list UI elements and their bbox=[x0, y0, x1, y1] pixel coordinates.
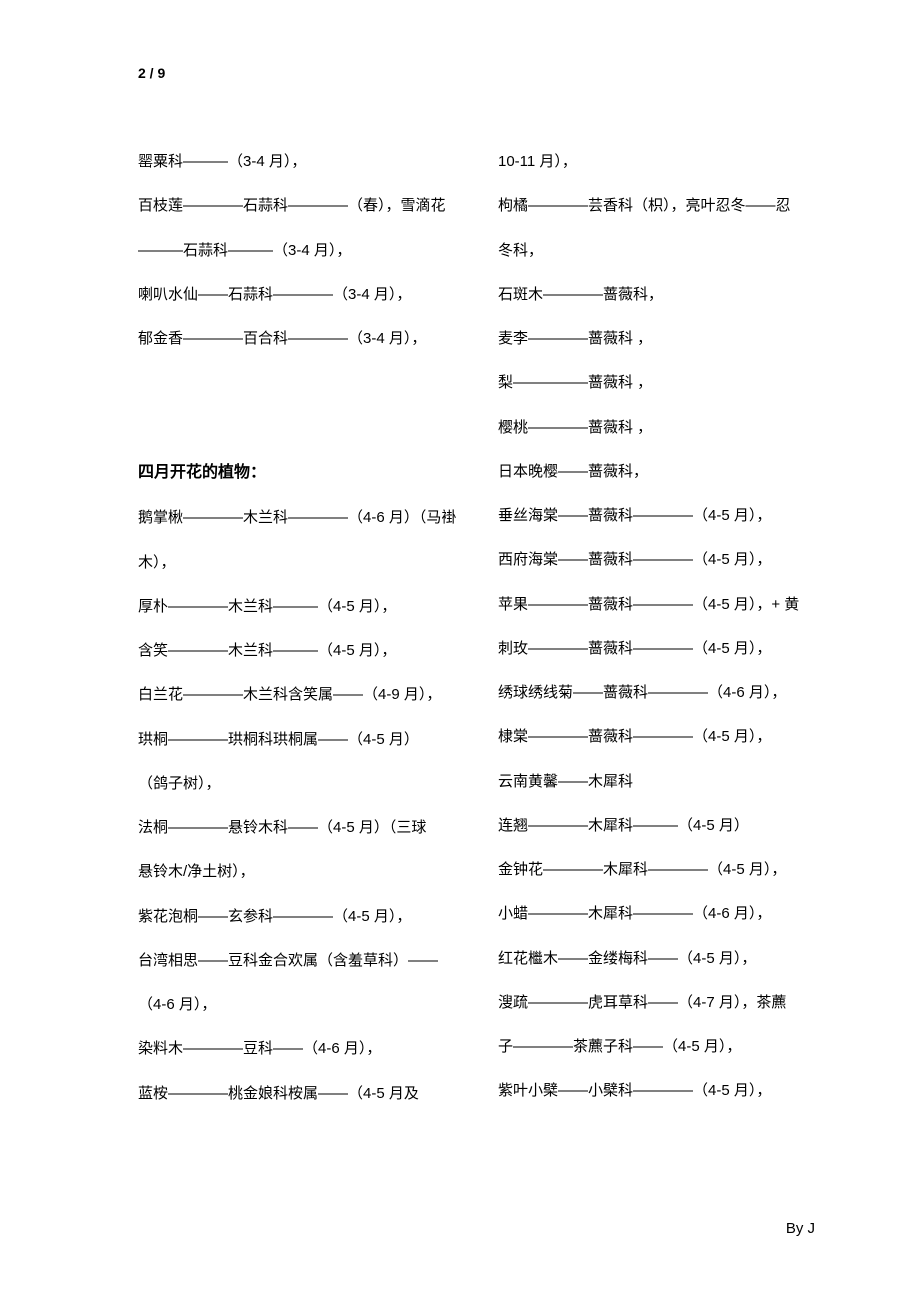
text-line: 麦李————蔷薇科 ， bbox=[498, 317, 818, 361]
right-column: 10-11 月）， 枸橘————芸香科（枳），亮叶忍冬——忍 冬科， 石斑木——… bbox=[498, 140, 818, 1116]
text-line: 厚朴————木兰科———（4-5 月）， bbox=[138, 585, 458, 629]
text-line: 金钟花————木犀科————（4-5 月）， bbox=[498, 848, 818, 892]
text-line: 红花檵木——金缕梅科——（4-5 月）， bbox=[498, 937, 818, 981]
text-line: 溲疏————虎耳草科——（4-7 月），茶藨 bbox=[498, 981, 818, 1025]
text-line: 鹅掌楸————木兰科————（4-6 月）（马褂 bbox=[138, 496, 458, 540]
section-heading: 四月开花的植物： bbox=[138, 449, 458, 496]
text-line: 郁金香————百合科————（3-4 月）， bbox=[138, 317, 458, 361]
text-line: 枸橘————芸香科（枳），亮叶忍冬——忍 bbox=[498, 184, 818, 228]
text-line: （鸽子树）， bbox=[138, 762, 458, 806]
text-line: 珙桐————珙桐科珙桐属——（4-5 月） bbox=[138, 718, 458, 762]
text-line: 棣棠————蔷薇科————（4-5 月）， bbox=[498, 715, 818, 759]
text-line: 白兰花————木兰科含笑属——（4-9 月）， bbox=[138, 673, 458, 717]
text-line: （4-6 月）， bbox=[138, 983, 458, 1027]
text-line: 台湾相思——豆科金合欢属（含羞草科）—— bbox=[138, 939, 458, 983]
text-line: 冬科， bbox=[498, 229, 818, 273]
text-line: 子————茶藨子科——（4-5 月）， bbox=[498, 1025, 818, 1069]
text-line: 西府海棠——蔷薇科————（4-5 月）， bbox=[498, 538, 818, 582]
text-line: 云南黄馨——木犀科 bbox=[498, 760, 818, 804]
text-line: 石斑木————蔷薇科， bbox=[498, 273, 818, 317]
text-line: 喇叭水仙——石蒜科————（3-4 月）， bbox=[138, 273, 458, 317]
text-line: 梨—————蔷薇科 ， bbox=[498, 361, 818, 405]
text-line: 垂丝海棠——蔷薇科————（4-5 月）， bbox=[498, 494, 818, 538]
text-line: 蓝桉————桃金娘科桉属——（4-5 月及 bbox=[138, 1072, 458, 1116]
text-line: ———石蒜科———（3-4 月）， bbox=[138, 229, 458, 273]
text-line: 10-11 月）， bbox=[498, 140, 818, 184]
text-line: 连翘————木犀科———（4-5 月） bbox=[498, 804, 818, 848]
text-line: 日本晚樱——蔷薇科， bbox=[498, 450, 818, 494]
text-line: 染料木————豆科——（4-6 月）， bbox=[138, 1027, 458, 1071]
text-line: 百枝莲————石蒜科————（春），雪滴花 bbox=[138, 184, 458, 228]
text-line: 法桐————悬铃木科——（4-5 月）（三球 bbox=[138, 806, 458, 850]
section-spacer bbox=[138, 361, 458, 449]
text-line: 紫花泡桐——玄参科————（4-5 月）， bbox=[138, 895, 458, 939]
page-number: 2 / 9 bbox=[138, 65, 165, 81]
text-line: 刺玫————蔷薇科————（4-5 月）， bbox=[498, 627, 818, 671]
text-line: 罂粟科———（3-4 月）， bbox=[138, 140, 458, 184]
text-line: 悬铃木/净土树）， bbox=[138, 850, 458, 894]
text-line: 绣球绣线菊——蔷薇科————（4-6 月）， bbox=[498, 671, 818, 715]
text-line: 樱桃————蔷薇科 ， bbox=[498, 406, 818, 450]
text-line: 含笑————木兰科———（4-5 月）， bbox=[138, 629, 458, 673]
text-line: 苹果————蔷薇科————（4-5 月），+ 黄 bbox=[498, 583, 818, 627]
document-content: 罂粟科———（3-4 月）， 百枝莲————石蒜科————（春），雪滴花 ———… bbox=[138, 140, 818, 1116]
text-line: 紫叶小檗——小檗科————（4-5 月）， bbox=[498, 1069, 818, 1113]
page-footer: By J bbox=[786, 1220, 815, 1237]
left-column: 罂粟科———（3-4 月）， 百枝莲————石蒜科————（春），雪滴花 ———… bbox=[138, 140, 458, 1116]
text-line: 木）， bbox=[138, 541, 458, 585]
text-line: 小蜡————木犀科————（4-6 月）， bbox=[498, 892, 818, 936]
